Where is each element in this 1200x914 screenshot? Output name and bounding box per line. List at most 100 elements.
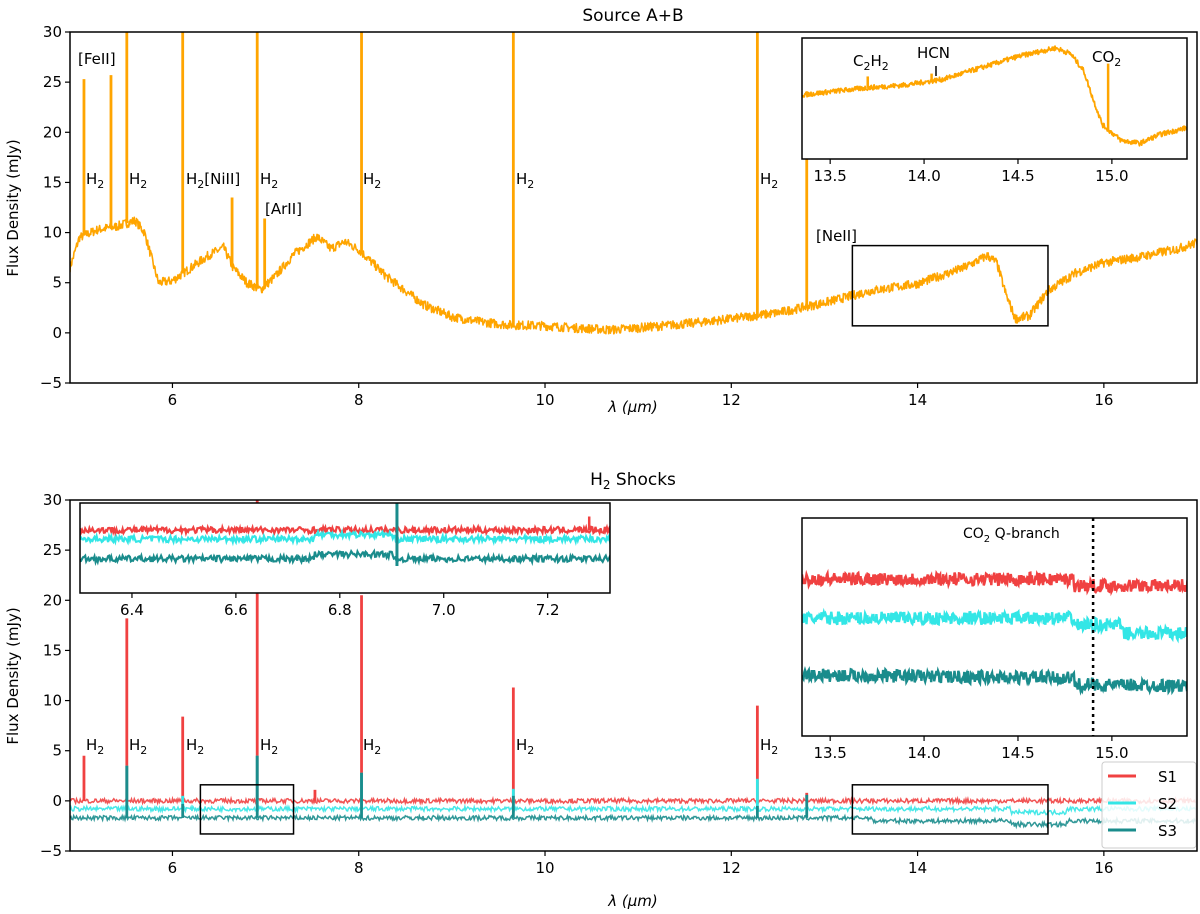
x-tick-label: 16: [1094, 391, 1113, 409]
y-tick-label: −5: [40, 374, 62, 392]
inset-x-ticks-right: 13.5 14.0 14.5 15.0: [813, 736, 1129, 762]
x-axis-label-bottom: λ (μm): [607, 892, 658, 910]
inset-series-left: [80, 503, 610, 567]
legend-label-s2: S2: [1158, 795, 1177, 813]
zoom-box-bottom-2: [851, 784, 1049, 835]
x-tick-label: 6: [168, 391, 178, 409]
zoom-boxes-bottom: [199, 784, 1049, 835]
inset-left-line-s2: [80, 527, 610, 547]
plot-frame: [69, 31, 1198, 384]
inset-x-tick-label: 15.0: [1095, 167, 1128, 185]
label-arii: [ArII]: [265, 200, 302, 218]
inset-right-line-s2: [802, 607, 1187, 644]
x-tick-label: 14: [908, 391, 927, 409]
label-b-h2-4: H2: [260, 736, 278, 757]
inset-right-line-s3: [802, 665, 1187, 696]
y-axis-label-top: Flux Density (mJy): [4, 139, 22, 276]
label-h2-4: H2: [260, 170, 278, 191]
y-axis-label-bottom: Flux Density (mJy): [4, 607, 22, 744]
x-tick-label: 12: [722, 391, 741, 409]
y-axis-ticks-top: −5 0 5 10 15 20 25 30: [40, 23, 70, 392]
y-tick-label: 15: [43, 173, 62, 191]
inset-x-tick-label: 6.4: [120, 601, 144, 619]
inset-x-tick-label: 6.8: [328, 601, 352, 619]
x-axis-ticks-top: 6 8 10 12 14 16: [168, 383, 1113, 409]
inset-top: 13.5 14.0 14.5 15.0 C2H2 HCN CO2: [801, 37, 1188, 185]
inset-bottom-right: 13.5 14.0 14.5 15.0 CO2 Q-branch: [801, 517, 1188, 762]
inset-x-tick-label: 14.5: [1001, 744, 1034, 762]
inset-label-co2: CO2: [1092, 48, 1121, 69]
y-tick-label: 20: [43, 123, 62, 141]
x-axis-ticks-bottom: 6 8 10 12 14 16: [168, 851, 1113, 877]
inset-x-tick-label: 6.6: [224, 601, 248, 619]
y-tick-label: 30: [43, 491, 62, 509]
inset-x-tick-label: 14.0: [907, 167, 940, 185]
x-tick-label: 8: [354, 391, 364, 409]
label-feii: [FeII]: [78, 50, 116, 68]
inset-left-line-s3: [80, 548, 610, 567]
label-b-h2-7: H2: [760, 736, 778, 757]
label-h2-6: H2: [516, 170, 534, 191]
inset-series-right: [802, 568, 1187, 696]
inset-spectrum-line: [802, 45, 1187, 147]
spectrum-line: [70, 216, 1197, 335]
x-tick-label: 16: [1094, 859, 1113, 877]
chart-title-h2-shocks: H2 Shocks: [590, 470, 676, 492]
legend-label-s1: S1: [1158, 768, 1177, 786]
label-h2-7: H2: [760, 170, 778, 191]
zoom-box-top: [851, 244, 1049, 327]
label-b-h2-2: H2: [129, 736, 147, 757]
y-tick-label: 15: [43, 641, 62, 659]
legend-label-s3: S3: [1158, 822, 1177, 840]
x-tick-label: 14: [908, 859, 927, 877]
inset-x-tick-label: 14.5: [1001, 167, 1034, 185]
series-lines-shocks: [70, 500, 1197, 830]
label-h2-nii: H2[NiII]: [186, 170, 240, 191]
y-axis-ticks-bottom: −5 0 5 10 15 20 25 30: [40, 491, 70, 860]
y-tick-label: 25: [43, 541, 62, 559]
legend: S1 S2 S3: [1101, 761, 1197, 849]
inset-x-tick-label: 14.0: [907, 744, 940, 762]
x-tick-label: 10: [535, 859, 554, 877]
y-tick-label: 10: [43, 692, 62, 710]
chart-title-source-ab: Source A+B: [582, 6, 683, 26]
inset-right-line-s1: [802, 568, 1187, 597]
x-tick-label: 12: [722, 859, 741, 877]
label-h2-5: H2: [363, 170, 381, 191]
series-line-source-ab: [70, 32, 1197, 335]
label-neii: [NeII]: [816, 227, 857, 245]
x-tick-label: 6: [168, 859, 178, 877]
label-b-h2-5: H2: [363, 736, 381, 757]
series-line-s2: [70, 803, 1197, 817]
y-tick-label: 20: [43, 591, 62, 609]
inset-label-hcn: HCN: [917, 44, 950, 62]
label-b-h2-6: H2: [516, 736, 534, 757]
y-tick-label: 0: [52, 792, 62, 810]
panel-h2-shocks: H2 Shocks −5 0 5 10 15 20 25 30 6 8 10 12 14 16 Flux…: [4, 470, 1198, 910]
inset-label-c2h2: C2H2: [853, 52, 889, 73]
label-b-h2-1: H2: [86, 736, 104, 757]
line-annotations-bottom: H2 H2 H2 H2 H2 H2 H2: [86, 736, 778, 757]
y-tick-label: 25: [43, 73, 62, 91]
inset-series-source-ab: [802, 45, 1187, 147]
inset-left-line-s1: [80, 523, 610, 538]
series-line-s1: [70, 795, 1197, 807]
zoom-box-bottom-1: [199, 784, 295, 835]
inset-x-tick-label: 7.2: [536, 601, 560, 619]
y-tick-label: −5: [40, 842, 62, 860]
legend-frame: [1101, 761, 1197, 849]
inset-x-ticks-left: 6.4 6.6 6.8 7.0 7.2: [120, 593, 560, 619]
inset-x-tick-label: 13.5: [813, 744, 846, 762]
y-tick-label: 30: [43, 23, 62, 41]
x-tick-label: 8: [354, 859, 364, 877]
y-tick-label: 10: [43, 224, 62, 242]
label-h2-2: H2: [129, 170, 147, 191]
plot-frame: [69, 499, 1198, 852]
inset-bottom-left: 6.4 6.6 6.8 7.0 7.2: [79, 502, 611, 619]
label-b-h2-3: H2: [186, 736, 204, 757]
y-tick-label: 0: [52, 324, 62, 342]
x-axis-label-top: λ (μm): [607, 398, 658, 416]
x-tick-label: 10: [535, 391, 554, 409]
y-tick-label: 5: [52, 274, 62, 292]
